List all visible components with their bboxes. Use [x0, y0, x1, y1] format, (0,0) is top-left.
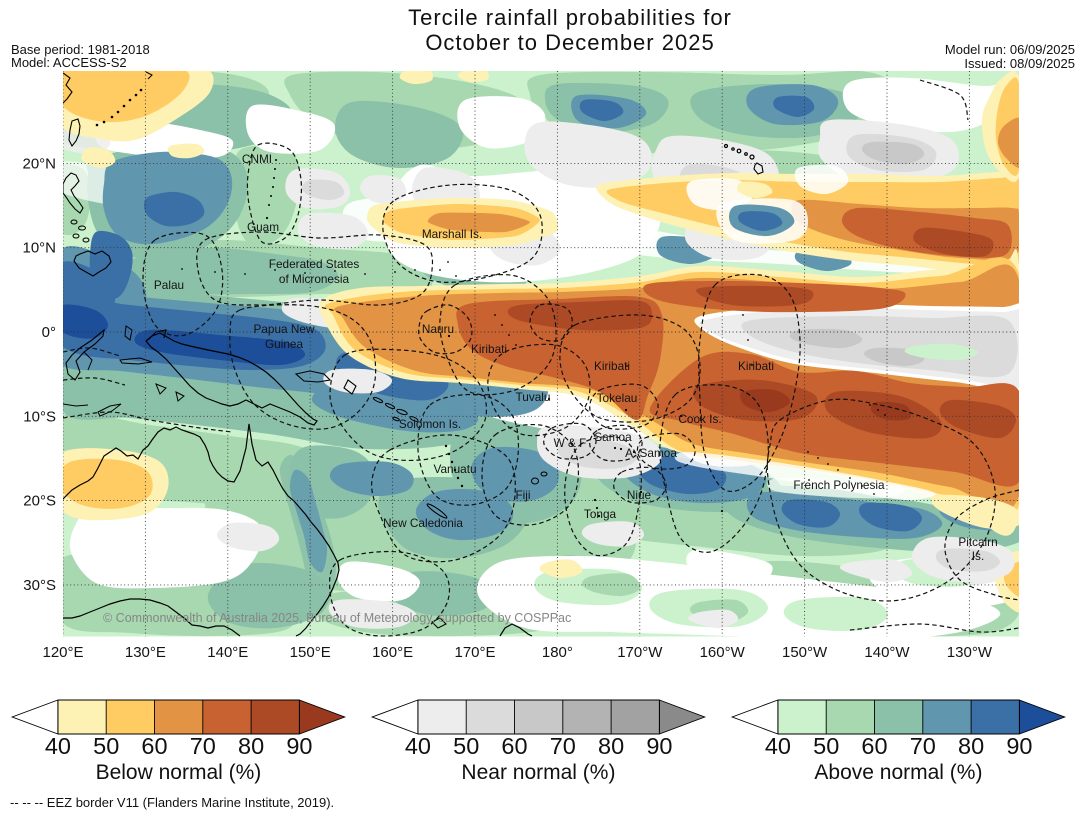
svg-text:Near normal (%): Near normal (%)	[461, 761, 615, 784]
svg-text:130°E: 130°E	[125, 644, 166, 661]
svg-text:Model: ACCESS-S2: Model: ACCESS-S2	[11, 55, 127, 70]
svg-text:170°W: 170°W	[617, 644, 663, 661]
svg-text:0°: 0°	[42, 324, 56, 341]
svg-text:Nauru: Nauru	[422, 322, 454, 336]
svg-text:50: 50	[813, 733, 839, 759]
svg-text:Guinea: Guinea	[265, 337, 303, 351]
svg-text:40: 40	[45, 733, 71, 759]
svg-text:Federated States: Federated States	[269, 257, 360, 271]
svg-text:Fiji: Fiji	[515, 488, 530, 502]
svg-text:CNMI: CNMI	[242, 152, 272, 166]
svg-text:40: 40	[405, 733, 431, 759]
svg-text:120°E: 120°E	[42, 644, 83, 661]
svg-text:Marshall Is.: Marshall Is.	[422, 227, 482, 241]
svg-text:10°S: 10°S	[23, 408, 56, 425]
svg-text:50: 50	[93, 733, 119, 759]
svg-text:Base period: 1981-2018: Base period: 1981-2018	[11, 42, 150, 57]
svg-text:October to December 2025: October to December 2025	[425, 30, 714, 55]
svg-text:French Polynesia: French Polynesia	[793, 478, 885, 492]
svg-text:Tonga: Tonga	[584, 507, 617, 521]
svg-text:80: 80	[238, 733, 264, 759]
svg-text:-- -- -- EEZ border V11 (Fla: -- -- -- EEZ border V11 (Flanders Marine…	[10, 795, 334, 810]
svg-text:140°W: 140°W	[864, 644, 910, 661]
svg-text:Solomon Is.: Solomon Is.	[399, 417, 461, 431]
svg-text:90: 90	[1006, 733, 1032, 759]
svg-text:Cook Is.: Cook Is.	[678, 412, 721, 426]
svg-text:70: 70	[550, 733, 576, 759]
svg-text:70: 70	[190, 733, 216, 759]
svg-text:150°W: 150°W	[782, 644, 828, 661]
svg-text:70: 70	[910, 733, 936, 759]
svg-text:60: 60	[501, 733, 527, 759]
svg-text:Tuvalu: Tuvalu	[516, 390, 551, 404]
svg-text:Niue: Niue	[627, 488, 652, 502]
svg-text:170°E: 170°E	[454, 644, 495, 661]
svg-text:20°S: 20°S	[23, 493, 56, 510]
svg-text:Above normal (%): Above normal (%)	[814, 761, 982, 784]
svg-text:50: 50	[453, 733, 479, 759]
svg-text:Pitcairn: Pitcairn	[958, 535, 997, 549]
svg-text:180°: 180°	[542, 644, 573, 661]
svg-text:of Micronesia: of Micronesia	[279, 272, 350, 286]
svg-text:W & F: W & F	[554, 436, 587, 450]
svg-text:Tercile rainfall probabilities: Tercile rainfall probabilities for	[408, 5, 732, 30]
svg-text:Palau: Palau	[154, 278, 184, 292]
svg-text:140°E: 140°E	[207, 644, 248, 661]
svg-text:20°N: 20°N	[22, 155, 56, 172]
svg-text:130°W: 130°W	[947, 644, 993, 661]
svg-text:New Caledonia: New Caledonia	[383, 516, 463, 530]
svg-text:© Commonwealth of Australia 20: © Commonwealth of Australia 2025, Bureau…	[103, 611, 571, 625]
svg-text:A. Samoa: A. Samoa	[625, 446, 677, 460]
svg-text:80: 80	[598, 733, 624, 759]
svg-text:Tokelau: Tokelau	[597, 391, 638, 405]
svg-text:Is.: Is.	[972, 549, 984, 563]
svg-text:60: 60	[141, 733, 167, 759]
svg-text:Issued: 08/09/2025: Issued: 08/09/2025	[964, 56, 1075, 71]
svg-text:Kiribati: Kiribati	[471, 342, 507, 356]
svg-text:160°E: 160°E	[372, 644, 413, 661]
svg-text:Papua New: Papua New	[254, 322, 315, 336]
svg-text:Kiribati: Kiribati	[738, 359, 774, 373]
svg-text:150°E: 150°E	[290, 644, 331, 661]
svg-text:Below normal (%): Below normal (%)	[96, 761, 262, 784]
svg-text:160°W: 160°W	[700, 644, 746, 661]
svg-text:60: 60	[861, 733, 887, 759]
svg-text:40: 40	[765, 733, 791, 759]
svg-text:Samoa: Samoa	[594, 430, 632, 444]
svg-text:10°N: 10°N	[22, 240, 56, 257]
svg-text:Vanuatu: Vanuatu	[433, 462, 476, 476]
svg-text:Model run: 06/09/2025: Model run: 06/09/2025	[945, 42, 1075, 57]
svg-text:30°S: 30°S	[23, 577, 56, 594]
svg-text:Guam: Guam	[247, 220, 279, 234]
svg-text:90: 90	[286, 733, 312, 759]
svg-text:80: 80	[958, 733, 984, 759]
svg-text:90: 90	[646, 733, 672, 759]
svg-text:Kiribati: Kiribati	[594, 359, 630, 373]
